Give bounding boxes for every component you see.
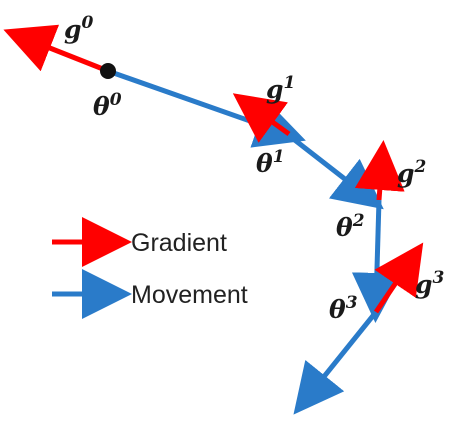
movement-arrow-3 xyxy=(293,310,378,415)
label-g3: g3 xyxy=(415,268,444,299)
legend-movement-label: Movement xyxy=(131,281,248,309)
label-theta2: θ2 xyxy=(336,211,365,242)
movement-arrow-1 xyxy=(285,132,384,210)
start-point xyxy=(100,63,116,79)
label-g0: g0 xyxy=(64,13,93,44)
legend: Gradient Movement xyxy=(52,217,248,319)
movement-arrow-0 xyxy=(107,68,306,148)
label-g1: g1 xyxy=(266,73,295,104)
gradient-arrow-3 xyxy=(373,242,424,314)
label-theta1: θ1 xyxy=(256,147,285,178)
label-g2: g2 xyxy=(397,157,426,188)
movement-arrow-2 xyxy=(351,199,402,323)
gradient-arrow-1 xyxy=(232,93,291,143)
gradient-arrow-2 xyxy=(354,140,405,201)
gradient-arrow-0 xyxy=(3,24,109,74)
label-theta0: θ0 xyxy=(93,90,122,121)
legend-gradient-label: Gradient xyxy=(131,229,227,257)
label-theta3: θ3 xyxy=(329,293,358,324)
